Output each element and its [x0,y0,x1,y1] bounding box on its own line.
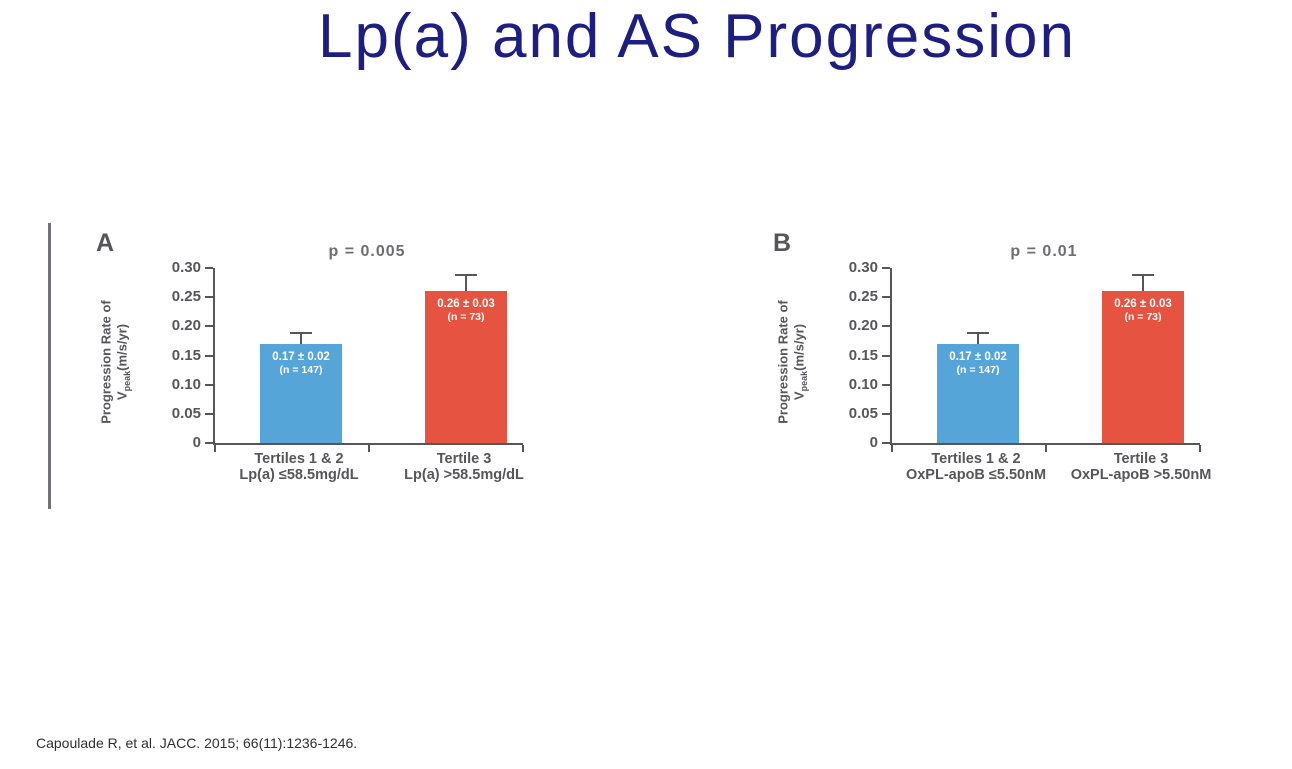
y-tick-label: 0.10 [171,375,201,393]
chart-panel-b: B p = 0.01 Progression Rate of Vpeak(m/s… [737,222,1292,532]
error-bar-line [300,332,302,344]
error-bar-cap [290,332,312,335]
p-value-b: p = 0.01 [1010,243,1078,260]
vpeak-subscript: peak [799,370,810,392]
bar-tertiles-1-2: 0.17 ± 0.02 (n = 147) [937,343,1019,443]
slide-title: Lp(a) and AS Progression [318,2,1076,71]
y-tick-label: 0.25 [171,288,201,306]
y-tick-label: 0.20 [848,317,878,335]
x-axis-b [891,268,1201,452]
y-tick-label: 0 [869,434,878,451]
bar-n-label: (n = 147) [956,363,1000,376]
y-tick-mark [882,296,890,299]
y-tick-mark [882,325,890,328]
y-tick-mark [882,354,890,357]
x-category-line1: Tertile 3 [1113,451,1169,467]
x-tick-mark [522,445,524,452]
bar-n-label: (n = 147) [279,363,323,376]
y-tick-label: 0.25 [848,288,878,306]
y-tick-mark [882,267,890,269]
y-axis-title-line2: Vpeak(m/s/yr) [115,265,136,460]
y-tick-mark [205,325,213,328]
x-category-line1: Tertiles 1 & 2 [254,451,344,467]
chart-panel-a: A p = 0.005 Progression Rate of Vpeak(m/… [60,222,640,532]
y-tick-label: 0.30 [171,259,201,276]
y-tick-label: 0.10 [848,375,878,393]
x-category-label: Tertiles 1 & 2 Lp(a) ≤58.5mg/dL [179,451,419,483]
error-bar-line [465,273,467,292]
x-tick-mark [1199,445,1201,452]
bar-value-label: 0.17 ± 0.02 [272,350,330,363]
y-axis-units: (m/s/yr) [791,323,807,371]
x-tick-mark [1045,445,1047,452]
x-category-line2: OxPL-apoB ≤5.50nM [905,467,1047,483]
y-axis-a: 0.30 0.25 0.20 0.15 0.10 0.05 0 [172,259,523,451]
y-axis-title-a: Progression Rate of Vpeak(m/s/yr) [99,265,143,460]
x-category-label: Tertile 3 OxPL-apoB >5.50nM [1021,451,1261,483]
x-category-label: Tertile 3 Lp(a) >58.5mg/dL [344,451,584,483]
vpeak-symbol: V [114,391,130,401]
y-tick-mark [205,267,213,269]
x-category-line2: Lp(a) ≤58.5mg/dL [239,467,359,483]
y-tick-label: 0.30 [848,259,878,276]
error-bar-cap [455,273,477,276]
x-tick-mark [891,445,893,452]
bar-tertile-3: 0.26 ± 0.03 (n = 73) [1102,291,1184,443]
vpeak-symbol: V [791,391,807,401]
plot-area-a: 0.30 0.25 0.20 0.15 0.10 0.05 0 0.17 ± 0.02 (n … [172,259,524,452]
bar-n-label: (n = 73) [447,311,485,324]
bar-value-label: 0.26 ± 0.03 [437,298,495,311]
bar-value-label: 0.17 ± 0.02 [949,350,1007,363]
y-tick-mark [205,412,213,415]
error-bar-line [977,332,979,344]
y-tick-label: 0.20 [171,317,201,335]
y-tick-label: 0.15 [171,346,201,364]
y-tick-label: 0 [192,434,201,451]
y-tick-mark [882,442,890,444]
bars-b: 0.17 ± 0.02 (n = 147) 0.26 ± 0.03 (n = 73) [892,268,1200,443]
y-axis-title-line1: Progression Rate of [98,300,114,424]
panel-a-letter: A [96,229,115,257]
y-axis-b: 0.30 0.25 0.20 0.15 0.10 0.05 0 [849,259,1200,451]
x-tick-mark [214,445,216,452]
x-category-line2: OxPL-apoB >5.50nM [1070,467,1212,483]
bar-value-label: 0.26 ± 0.03 [1114,298,1172,311]
x-category-line2: Lp(a) >58.5mg/dL [404,467,524,483]
y-axis-title-line1: Progression Rate of [775,300,791,424]
y-axis-units: (m/s/yr) [114,323,130,371]
y-tick-mark [205,383,213,386]
panel-b-letter: B [773,229,792,257]
y-tick-mark [205,354,213,357]
bar-n-label: (n = 73) [1124,311,1162,324]
x-tick-mark [368,445,370,452]
x-category-label: Tertiles 1 & 2 OxPL-apoB ≤5.50nM [856,451,1096,483]
error-bar-line [1142,273,1144,292]
bar-tertile-3: 0.26 ± 0.03 (n = 73) [425,291,507,443]
y-tick-label: 0.15 [848,346,878,364]
y-tick-mark [205,296,213,299]
y-tick-mark [882,412,890,415]
bars-a: 0.17 ± 0.02 (n = 147) 0.26 ± 0.03 (n = 73) [215,268,523,443]
x-category-line1: Tertile 3 [436,451,492,467]
y-tick-mark [882,383,890,386]
citation: Capoulade R, et al. JACC. 2015; 66(11):1… [36,735,358,751]
x-category-line1: Tertiles 1 & 2 [931,451,1021,467]
vpeak-subscript: peak [122,370,133,392]
left-divider-line [48,223,51,509]
bar-tertiles-1-2: 0.17 ± 0.02 (n = 147) [260,343,342,443]
x-axis-a [214,268,524,452]
y-tick-label: 0.05 [171,404,201,422]
plot-area-b: 0.30 0.25 0.20 0.15 0.10 0.05 0 0.17 ± 0.02 (n … [849,259,1201,452]
p-value-a: p = 0.005 [328,243,406,260]
y-axis-title-b: Progression Rate of Vpeak(m/s/yr) [776,265,820,460]
error-bar-cap [1132,273,1154,276]
x-category-labels-b: Tertiles 1 & 2 OxPL-apoB ≤5.50nM Tertile 3… [890,451,1211,491]
y-tick-mark [205,442,213,444]
error-bar-cap [967,332,989,335]
y-tick-label: 0.05 [848,404,878,422]
y-axis-title-line2: Vpeak(m/s/yr) [792,265,813,460]
